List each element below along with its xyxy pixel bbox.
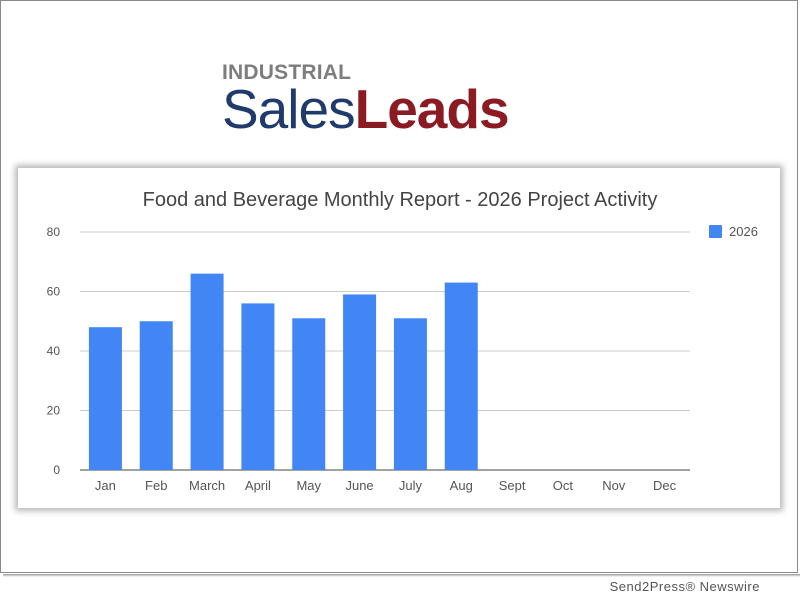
bar-aug	[444, 282, 478, 470]
newswire-credit: Send2Press® Newswire	[609, 579, 760, 594]
chart-card: Food and Beverage Monthly Report - 2026 …	[18, 168, 780, 508]
company-logo: INDUSTRIAL SalesLeads	[222, 61, 510, 153]
legend-label: 2026	[729, 224, 758, 239]
x-tick-label: May	[296, 478, 321, 493]
logo-leads-text: Leads	[354, 78, 510, 140]
legend: 2026	[709, 224, 758, 239]
frame-shadow	[3, 574, 800, 577]
bar-july	[393, 318, 427, 470]
y-tick-label: 0	[53, 463, 60, 477]
bar-chart: Food and Beverage Monthly Report - 2026 …	[47, 189, 758, 493]
x-tick-label: Aug	[450, 478, 473, 493]
y-tick-label: 60	[47, 285, 61, 299]
logo-sales-text: Sales	[222, 78, 356, 140]
x-tick-label: March	[189, 478, 225, 493]
bars	[88, 273, 478, 470]
bar-may	[292, 318, 326, 470]
x-tick-label: July	[399, 478, 423, 493]
logo-top-text: INDUSTRIAL	[222, 61, 352, 84]
x-tick-label: Sept	[499, 478, 526, 493]
x-tick-label: Feb	[145, 478, 167, 493]
y-tick-label: 80	[47, 225, 61, 239]
x-tick-label: Nov	[602, 478, 626, 493]
bar-april	[241, 303, 275, 470]
x-tick-label: June	[345, 478, 373, 493]
bar-march	[190, 273, 224, 470]
gridlines	[80, 231, 690, 471]
x-tick-label: April	[245, 478, 271, 493]
x-tick-label: Oct	[553, 478, 574, 493]
x-axis-ticks: Jan Feb March April May June July Aug Sept Oct Nov…	[95, 478, 677, 493]
y-tick-label: 20	[47, 404, 61, 418]
x-tick-label: Dec	[653, 478, 677, 493]
chart-title: Food and Beverage Monthly Report - 2026 …	[143, 189, 658, 211]
y-tick-label: 40	[47, 344, 61, 358]
bar-feb	[139, 321, 173, 470]
logo-wordmark: SalesLeads	[222, 78, 510, 153]
y-axis-ticks: 0 20 40 60 80	[47, 225, 61, 477]
x-tick-label: Jan	[95, 478, 116, 493]
legend-swatch	[709, 225, 722, 238]
bar-june	[343, 294, 377, 470]
bar-jan	[88, 327, 122, 470]
